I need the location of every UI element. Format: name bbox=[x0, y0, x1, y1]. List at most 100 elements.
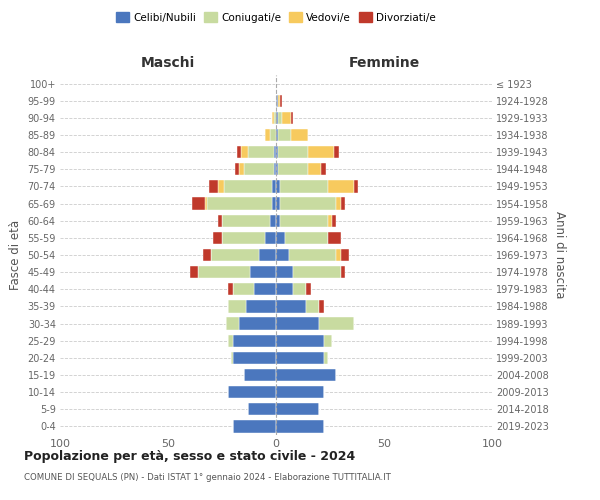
Bar bbox=[224, 180, 272, 192]
Bar bbox=[198, 266, 250, 278]
Bar bbox=[280, 214, 328, 227]
Bar bbox=[211, 249, 259, 261]
Bar bbox=[241, 146, 248, 158]
Bar bbox=[250, 266, 276, 278]
Bar bbox=[276, 198, 280, 209]
Bar bbox=[280, 198, 337, 209]
Bar bbox=[272, 112, 274, 124]
Bar bbox=[337, 249, 341, 261]
Bar bbox=[341, 266, 345, 278]
Bar bbox=[276, 163, 278, 175]
Bar bbox=[272, 198, 276, 209]
Bar bbox=[328, 180, 354, 192]
Bar bbox=[276, 112, 278, 124]
Bar bbox=[308, 146, 334, 158]
Bar bbox=[276, 94, 278, 107]
Bar bbox=[190, 266, 198, 278]
Bar bbox=[332, 214, 337, 227]
Bar bbox=[239, 163, 244, 175]
Bar bbox=[289, 249, 337, 261]
Bar bbox=[222, 214, 269, 227]
Bar bbox=[265, 232, 276, 244]
Bar bbox=[334, 146, 338, 158]
Bar bbox=[341, 198, 345, 209]
Bar bbox=[229, 300, 246, 312]
Bar bbox=[322, 163, 326, 175]
Bar bbox=[239, 318, 276, 330]
Y-axis label: Anni di nascita: Anni di nascita bbox=[553, 212, 566, 298]
Bar bbox=[323, 334, 332, 347]
Bar bbox=[276, 300, 306, 312]
Bar bbox=[276, 232, 284, 244]
Bar bbox=[319, 318, 354, 330]
Bar bbox=[265, 129, 269, 141]
Bar bbox=[272, 180, 276, 192]
Bar bbox=[244, 369, 276, 381]
Bar bbox=[291, 129, 308, 141]
Bar bbox=[319, 300, 323, 312]
Bar bbox=[259, 249, 276, 261]
Bar bbox=[276, 180, 280, 192]
Text: COMUNE DI SEQUALS (PN) - Dati ISTAT 1° gennaio 2024 - Elaborazione TUTTITALIA.IT: COMUNE DI SEQUALS (PN) - Dati ISTAT 1° g… bbox=[24, 472, 391, 482]
Bar bbox=[276, 146, 278, 158]
Bar bbox=[354, 180, 358, 192]
Bar bbox=[246, 300, 276, 312]
Bar bbox=[276, 369, 337, 381]
Bar bbox=[276, 214, 280, 227]
Bar bbox=[276, 386, 323, 398]
Bar bbox=[323, 352, 328, 364]
Text: Femmine: Femmine bbox=[349, 56, 419, 70]
Bar bbox=[274, 146, 276, 158]
Bar bbox=[278, 163, 308, 175]
Legend: Celibi/Nubili, Coniugati/e, Vedovi/e, Divorziati/e: Celibi/Nubili, Coniugati/e, Vedovi/e, Di… bbox=[115, 10, 437, 24]
Bar bbox=[218, 180, 224, 192]
Bar bbox=[214, 232, 222, 244]
Bar bbox=[233, 420, 276, 432]
Bar bbox=[274, 163, 276, 175]
Bar bbox=[233, 352, 276, 364]
Bar bbox=[306, 300, 319, 312]
Bar bbox=[278, 112, 283, 124]
Text: Popolazione per età, sesso e stato civile - 2024: Popolazione per età, sesso e stato civil… bbox=[24, 450, 355, 463]
Bar bbox=[306, 283, 311, 296]
Bar bbox=[229, 334, 233, 347]
Bar bbox=[278, 146, 308, 158]
Bar bbox=[337, 198, 341, 209]
Bar bbox=[293, 283, 306, 296]
Bar bbox=[269, 129, 276, 141]
Bar bbox=[328, 214, 332, 227]
Y-axis label: Fasce di età: Fasce di età bbox=[9, 220, 22, 290]
Bar bbox=[308, 163, 322, 175]
Bar bbox=[229, 283, 233, 296]
Bar bbox=[209, 180, 218, 192]
Bar bbox=[235, 163, 239, 175]
Bar bbox=[248, 403, 276, 415]
Bar bbox=[276, 334, 323, 347]
Bar bbox=[276, 352, 323, 364]
Bar bbox=[341, 249, 349, 261]
Bar bbox=[328, 232, 341, 244]
Bar bbox=[237, 146, 241, 158]
Bar bbox=[207, 198, 272, 209]
Bar bbox=[192, 198, 205, 209]
Bar bbox=[233, 334, 276, 347]
Bar bbox=[218, 214, 222, 227]
Bar bbox=[274, 112, 276, 124]
Bar bbox=[229, 386, 276, 398]
Bar bbox=[280, 94, 283, 107]
Bar bbox=[276, 129, 278, 141]
Bar bbox=[291, 112, 293, 124]
Bar bbox=[284, 232, 328, 244]
Bar bbox=[283, 112, 291, 124]
Bar bbox=[226, 318, 239, 330]
Bar bbox=[269, 214, 276, 227]
Bar bbox=[293, 266, 341, 278]
Bar bbox=[254, 283, 276, 296]
Bar bbox=[230, 352, 233, 364]
Bar bbox=[203, 249, 211, 261]
Bar bbox=[205, 198, 207, 209]
Bar bbox=[278, 129, 291, 141]
Bar bbox=[276, 318, 319, 330]
Bar bbox=[276, 249, 289, 261]
Bar bbox=[233, 283, 254, 296]
